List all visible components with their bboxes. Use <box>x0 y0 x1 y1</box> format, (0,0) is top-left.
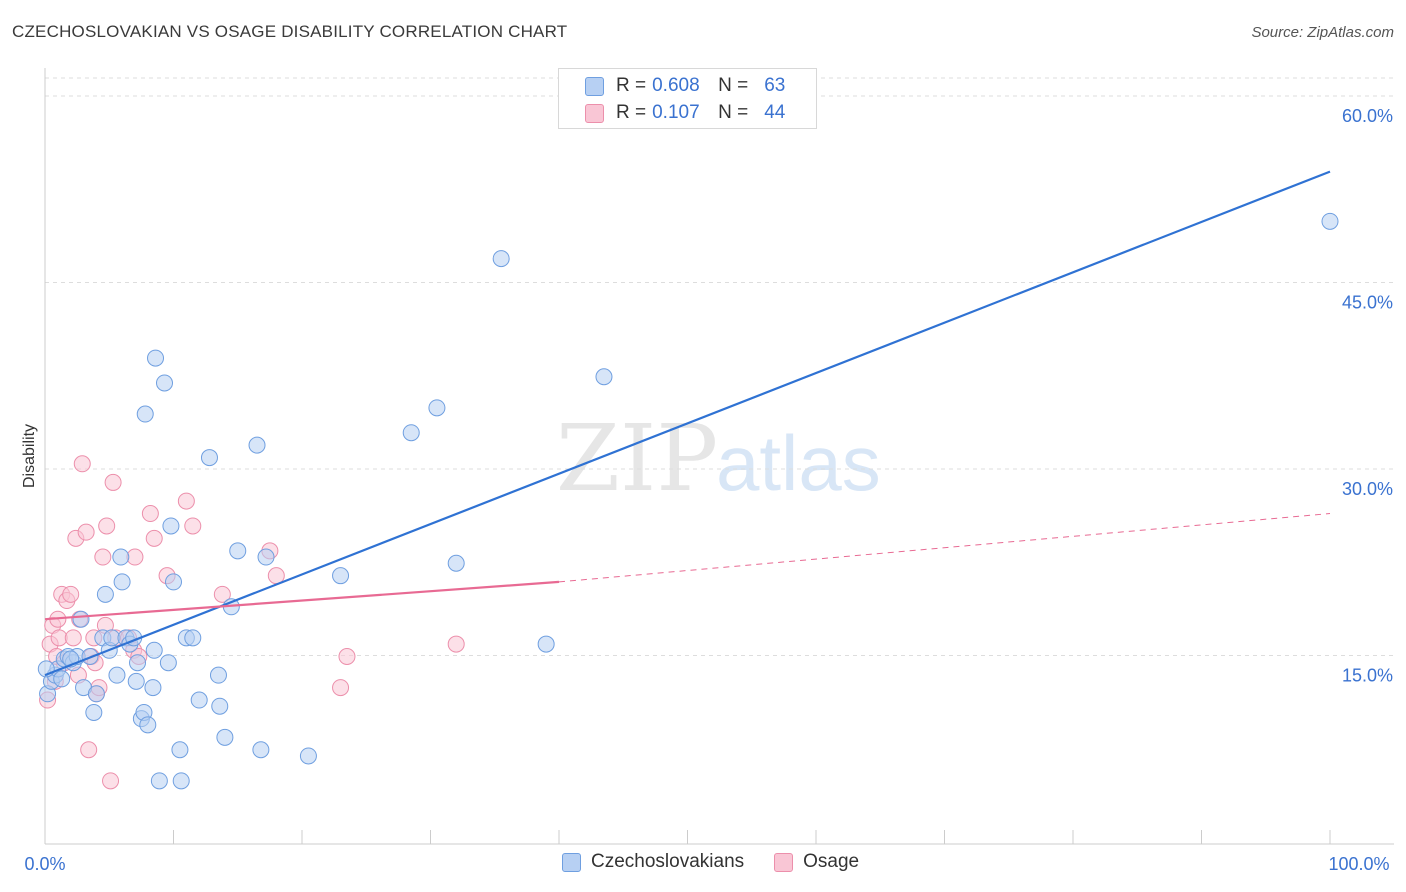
osage-point <box>73 455 91 473</box>
x-tick-label: 0.0% <box>24 854 65 874</box>
czechoslovakians-point <box>136 405 154 423</box>
y-tick-label: 45.0% <box>1342 293 1393 313</box>
r-value: 0.107 <box>652 102 700 123</box>
osage-point <box>102 772 120 790</box>
czechoslovakians-point <box>252 741 270 759</box>
czechoslovakians-point <box>145 641 163 659</box>
czechoslovakians-point <box>165 573 182 591</box>
r-label: R = <box>616 75 647 96</box>
osage-trend-line-extension <box>558 513 1331 583</box>
pink-swatch <box>585 103 604 123</box>
x-tick-label: 100.0% <box>1328 854 1389 874</box>
osage-point <box>80 741 98 759</box>
czechoslovakians-point <box>171 741 189 759</box>
osage-point <box>338 648 356 665</box>
source-label: Source: ZipAtlas.com <box>1251 24 1394 41</box>
czechoslovakians-point <box>216 728 234 746</box>
czechoslovakians-point <box>172 772 190 790</box>
r-value: 0.608 <box>652 75 700 96</box>
czechoslovakians-point <box>129 654 147 672</box>
osage-point <box>177 492 195 510</box>
czechoslovakians-point <box>127 672 145 690</box>
czechoslovakians-point <box>299 747 317 765</box>
czechoslovakians-point <box>402 424 420 442</box>
n-value: 63 <box>764 75 786 96</box>
osage-point <box>64 629 82 647</box>
osage-point <box>94 548 112 566</box>
czechoslovakians-point <box>428 399 446 417</box>
legend-item-czechoslovakians[interactable]: Czechoslovakians <box>562 851 744 873</box>
czechoslovakians-point <box>257 548 275 566</box>
legend-series: Czechoslovakians Osage <box>562 851 889 873</box>
czechoslovakians-point <box>332 567 350 585</box>
czechoslovakians-point <box>1321 212 1339 230</box>
czechoslovakians-point <box>72 610 90 628</box>
czechoslovakians-point <box>248 436 266 454</box>
czechoslovakians-point <box>108 666 126 684</box>
czechoslovakians-point <box>184 629 202 647</box>
n-value: 44 <box>764 102 786 123</box>
n-label: N = <box>718 75 749 96</box>
czechoslovakians-point <box>537 635 555 653</box>
osage-point <box>145 529 163 547</box>
watermark-atlas: atlas <box>716 419 881 507</box>
czechoslovakians-point <box>112 548 130 566</box>
osage-point <box>332 679 350 697</box>
blue-swatch <box>562 852 581 872</box>
czechoslovakians-point <box>156 374 174 392</box>
n-label: N = <box>718 102 749 123</box>
czechoslovakians-point <box>139 716 157 734</box>
legend-stats-row-blue: R = 0.608 N = 63 <box>585 73 785 99</box>
czechoslovakians-point <box>200 449 218 467</box>
blue-swatch <box>585 76 604 96</box>
y-tick-label: 30.0% <box>1342 479 1393 499</box>
osage-point <box>141 505 159 523</box>
czechoslovakians-point <box>190 691 208 709</box>
osage-trend-line <box>44 580 560 621</box>
czechoslovakians-point <box>229 542 247 560</box>
r-label: R = <box>616 102 647 123</box>
legend-label: Osage <box>803 851 860 872</box>
czechoslovakians-point <box>447 554 465 572</box>
czechoslovakians-point <box>144 679 162 697</box>
osage-point <box>126 548 144 566</box>
osage-point <box>98 517 116 535</box>
osage-point <box>50 629 68 647</box>
czechoslovakians-point <box>87 685 105 703</box>
pink-swatch <box>774 852 794 872</box>
czechoslovakians-point <box>209 666 227 684</box>
czechoslovakians-point <box>85 703 103 721</box>
y-tick-label: 15.0% <box>1342 666 1393 686</box>
czechoslovakians-point <box>492 250 510 268</box>
osage-point <box>213 585 231 603</box>
czechoslovakians-point <box>96 585 114 603</box>
legend-label: Czechoslovakians <box>591 851 745 872</box>
osage-point <box>447 635 465 653</box>
czechoslovakians-point <box>162 517 180 535</box>
czechoslovakians-point <box>159 654 177 672</box>
y-tick-label: 60.0% <box>1342 106 1393 126</box>
czechoslovakians-point <box>147 349 165 367</box>
osage-point <box>104 473 122 491</box>
osage-point <box>184 517 202 535</box>
osage-point <box>77 523 95 541</box>
chart-title: CZECHOSLOVAKIAN VS OSAGE DISABILITY CORR… <box>12 22 568 41</box>
czechoslovakians-point <box>113 573 131 591</box>
osage-point <box>62 585 80 603</box>
czechoslovakians-point <box>103 629 121 647</box>
czechoslovakians-point <box>595 368 613 386</box>
czechoslovakians-point <box>211 697 229 715</box>
legend-stats: R = 0.608 N = 63 R = 0.107 N = 44 <box>558 68 817 129</box>
czechoslovakians-point <box>53 670 71 688</box>
legend-item-osage[interactable]: Osage <box>774 851 859 873</box>
legend-stats-row-pink: R = 0.107 N = 44 <box>585 100 785 126</box>
czechoslovakians-trend-line <box>44 170 1331 677</box>
czechoslovakians-point <box>150 772 168 790</box>
y-axis-label: Disability <box>21 424 38 488</box>
